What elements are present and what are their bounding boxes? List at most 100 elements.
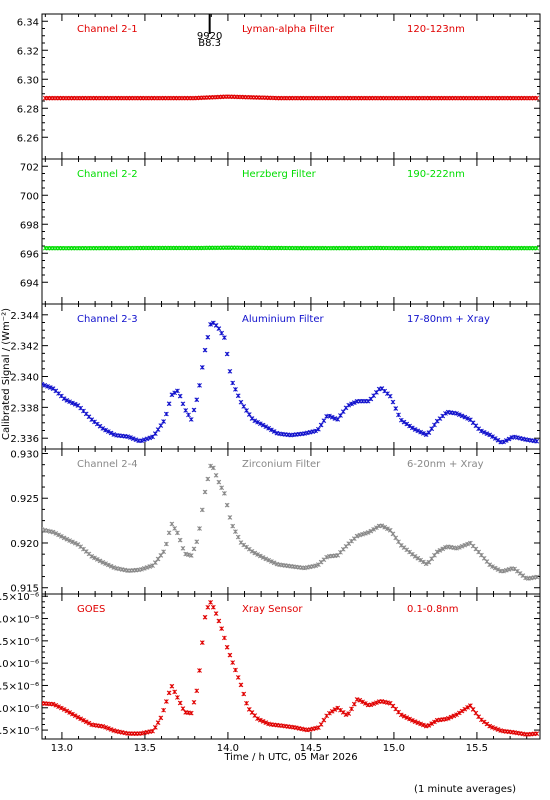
data-point [387, 393, 393, 399]
data-point [75, 714, 81, 720]
data-point [230, 660, 236, 665]
panel-frame [41, 303, 541, 450]
data-point [362, 701, 368, 706]
data-point [172, 689, 178, 695]
data-point [434, 549, 440, 555]
data-point [169, 521, 175, 527]
data-point [401, 713, 407, 719]
data-point [506, 567, 512, 572]
data-point [396, 412, 401, 418]
data-point [230, 380, 236, 386]
panel-1: 6.26 6.28 6.30 6.32 6.34 Channel 2-1 Lyman-alp… [17, 13, 541, 160]
data-point [219, 485, 224, 491]
data-point [387, 527, 393, 533]
data-point [456, 412, 462, 417]
data-point [197, 668, 202, 673]
data-point [210, 465, 216, 471]
data-point [354, 533, 360, 539]
data-point [105, 562, 111, 568]
data-point [213, 472, 219, 478]
data-point [252, 418, 258, 424]
data-point [249, 548, 255, 554]
data-point [257, 553, 263, 559]
data-point [241, 404, 247, 409]
data-point [67, 538, 72, 543]
x-tick-label: 13.5 [134, 743, 156, 754]
data-point [327, 710, 332, 716]
data-point [468, 703, 473, 708]
data-point [64, 536, 70, 542]
data-point [183, 408, 189, 413]
data-point [490, 725, 495, 730]
data-point [318, 722, 324, 727]
x-tick-label: 14.0 [217, 743, 239, 754]
data-point [487, 432, 493, 438]
data-point [404, 715, 410, 720]
data-point [415, 720, 421, 726]
data-point [390, 399, 396, 405]
data-point [161, 549, 166, 555]
y-tick-label: 2.338 [10, 403, 39, 414]
data-point [152, 560, 158, 565]
data-point [208, 463, 213, 469]
data-point [412, 553, 418, 559]
data-point [94, 557, 100, 562]
data-point [426, 430, 432, 435]
data-point [72, 540, 78, 546]
data-point [357, 532, 363, 538]
data-point [412, 719, 418, 725]
data-point [235, 393, 241, 399]
panel-frame [41, 593, 541, 740]
data-point [199, 365, 205, 370]
data-point [191, 407, 197, 413]
data-point [492, 436, 498, 441]
data-point [144, 436, 150, 442]
data-point [169, 392, 175, 398]
data-point [429, 556, 435, 562]
data-point [139, 438, 144, 444]
data-point [152, 431, 158, 436]
data-point [222, 490, 227, 496]
panel-4: 0.915 0.920 0.925 0.930 Channel 2-4 Zirconium… [10, 448, 541, 595]
data-point [445, 716, 451, 721]
data-point [396, 539, 401, 545]
data-point [235, 675, 241, 680]
series-2 [42, 245, 540, 251]
data-point [233, 529, 238, 534]
panel-frame [41, 13, 541, 160]
data-point [429, 426, 435, 432]
data-point [490, 564, 495, 569]
x-tick-label: 14.5 [300, 743, 322, 754]
data-point [321, 418, 327, 424]
data-point [329, 414, 335, 420]
data-point [111, 565, 117, 570]
band-label: 190-222nm [407, 169, 465, 180]
data-point [141, 437, 147, 443]
data-point [321, 717, 327, 723]
data-point [108, 727, 114, 732]
data-point [72, 401, 78, 407]
data-point [164, 699, 169, 704]
data-point [53, 531, 59, 536]
data-point [335, 417, 341, 422]
y-tick-label: 696 [20, 249, 39, 260]
y-tick-label: 8.5×10⁻⁶ [0, 592, 39, 603]
channel-name: Channel 2-4 [77, 459, 138, 470]
data-point [208, 322, 213, 327]
data-point [379, 523, 385, 529]
y-tick-label: 2.340 [10, 373, 39, 384]
data-point [50, 701, 56, 707]
data-point [255, 716, 260, 722]
data-point [346, 402, 352, 408]
series-4 [42, 463, 540, 581]
data-point [462, 706, 468, 712]
data-point [371, 527, 376, 532]
data-point [58, 705, 64, 711]
data-point [86, 720, 92, 726]
data-point [534, 731, 540, 736]
panel-3: 2.336 2.338 2.340 2.342 2.344 Channel 2-3 Alum… [10, 303, 541, 450]
data-point [374, 700, 379, 706]
footer-note: (1 minute averages) [414, 784, 516, 795]
data-point [147, 564, 153, 569]
data-point [421, 431, 426, 436]
